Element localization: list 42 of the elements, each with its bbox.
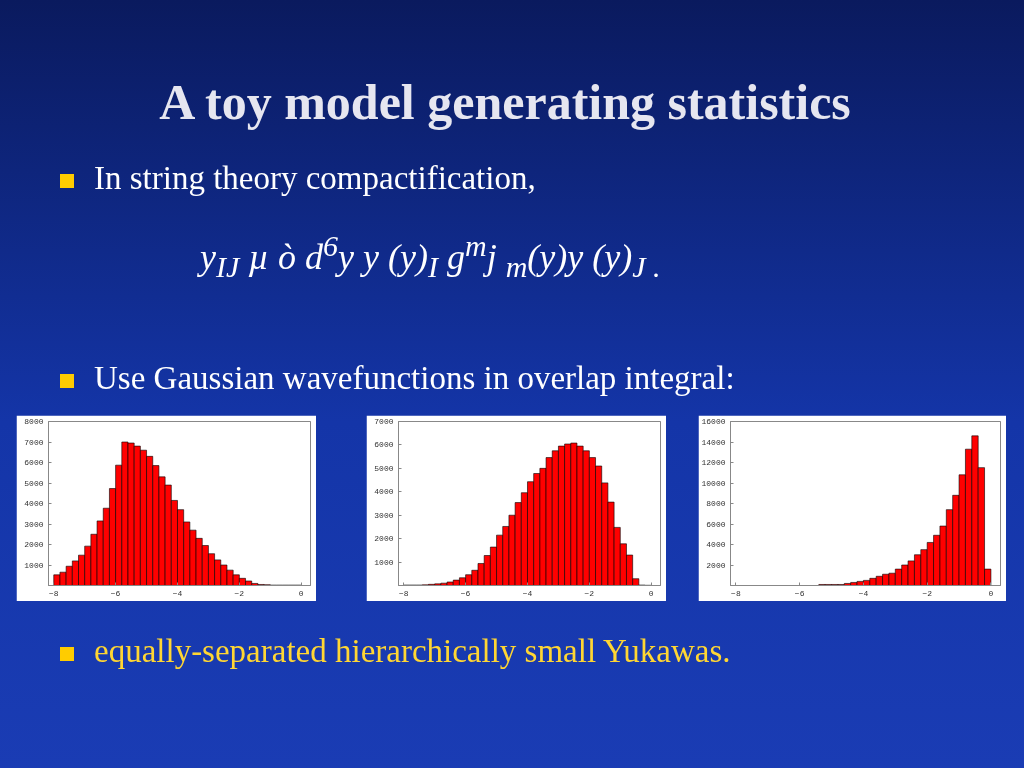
x-tick-label: −2 — [584, 588, 595, 598]
y-tick-label: 3000 — [24, 519, 44, 529]
y-tick-label: 6000 — [706, 519, 726, 529]
x-tick-label: −2 — [922, 588, 933, 598]
text: A toy model generating statistics — [159, 73, 851, 132]
text: equally-separated hierarchically small Yukawas. — [94, 633, 731, 669]
x-tick-label: −2 — [234, 588, 245, 598]
y-tick-label: 2000 — [24, 540, 44, 549]
x-tick-label: −8 — [48, 588, 59, 598]
x-tick-label: 0 — [648, 588, 654, 598]
text: In string theory compactification, — [94, 160, 536, 196]
y-tick-label: 2000 — [374, 534, 394, 544]
y-tick-label: 16000 — [701, 417, 726, 426]
y-tick-label: 4000 — [374, 487, 394, 497]
x-tick-label: −6 — [794, 588, 805, 598]
y-tick-label: 6000 — [24, 458, 44, 467]
x-tick-label: −4 — [172, 588, 183, 598]
y-tick-label: 8000 — [706, 499, 726, 508]
text: Use Gaussian wavefunctions in overlap integral: — [94, 360, 735, 396]
y-tick-label: 6000 — [374, 440, 394, 450]
y-tick-label: 4000 — [24, 499, 44, 508]
y-tick-label: 2000 — [706, 560, 726, 570]
y-tick-label: 5000 — [24, 478, 44, 488]
y-tick-label: 8000 — [24, 417, 44, 426]
y-tick-label: 10000 — [701, 478, 726, 488]
y-tick-label: 3000 — [374, 510, 394, 520]
y-tick-label: 5000 — [374, 463, 394, 473]
y-tick-label: 1000 — [24, 560, 44, 570]
y-tick-label: 7000 — [374, 417, 394, 426]
y-tick-label: 1000 — [374, 557, 394, 567]
x-tick-label: −8 — [731, 588, 741, 598]
x-tick-label: −6 — [110, 588, 121, 598]
x-tick-label: −4 — [522, 588, 533, 598]
x-tick-label: 0 — [298, 588, 304, 598]
x-tick-label: 0 — [988, 588, 994, 598]
y-tick-label: 12000 — [701, 458, 726, 467]
y-tick-label: 14000 — [701, 437, 726, 447]
y-tick-label: 4000 — [706, 540, 726, 549]
x-tick-label: −8 — [398, 588, 409, 598]
x-tick-label: −4 — [858, 588, 869, 598]
x-tick-label: −6 — [460, 588, 471, 598]
y-tick-label: 7000 — [24, 437, 44, 447]
